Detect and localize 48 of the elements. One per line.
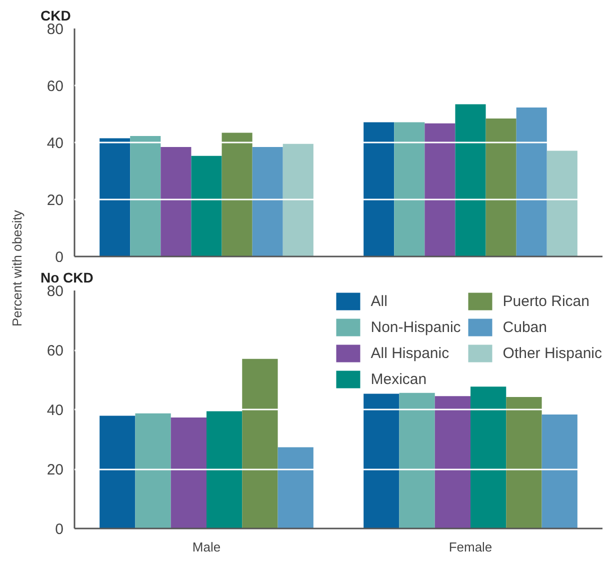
bar — [206, 411, 242, 528]
chart-title: No CKD — [40, 270, 94, 286]
bar — [364, 394, 400, 528]
bar — [455, 104, 486, 256]
bar — [242, 358, 278, 528]
bar — [470, 386, 506, 528]
bar — [516, 107, 547, 256]
bar — [282, 144, 314, 256]
chart-title: CKD — [40, 8, 71, 24]
y-tick-label: 60 — [46, 78, 64, 95]
bar — [222, 132, 252, 256]
bar — [160, 147, 192, 256]
legend-label: Mexican — [370, 370, 427, 390]
bar — [546, 150, 578, 256]
legend-label: Non-Hispanic — [370, 318, 461, 338]
y-tick-label: 0 — [55, 249, 64, 266]
bar — [100, 416, 136, 528]
bar — [100, 138, 130, 256]
y-tick-label: 60 — [46, 342, 64, 360]
y-tick-label: 20 — [46, 192, 64, 209]
bar — [394, 122, 425, 256]
bar — [130, 136, 161, 256]
y-tick-label: 40 — [46, 135, 64, 152]
bar — [506, 397, 542, 528]
x-tick-label: Female — [448, 540, 492, 554]
bar — [135, 413, 171, 528]
bar — [542, 414, 578, 528]
x-tick-label: Male — [192, 540, 221, 554]
y-axis-title: Percent with obesity — [10, 210, 24, 327]
y-tick-label: 40 — [46, 402, 64, 419]
y-tick-label: 80 — [46, 283, 64, 300]
bar — [170, 418, 206, 528]
legend-label: Cuban — [502, 318, 547, 338]
legend-label: Puerto Rican — [502, 292, 590, 312]
y-tick-label: 80 — [46, 21, 64, 38]
y-tick-label: 20 — [46, 462, 64, 478]
bar — [399, 392, 435, 528]
bar — [191, 156, 222, 256]
bar — [424, 123, 456, 256]
y-tick-label: 0 — [55, 521, 64, 538]
bar — [486, 118, 516, 256]
legend-label: All — [370, 292, 388, 312]
bar — [252, 147, 283, 256]
bar — [278, 447, 314, 528]
bar — [364, 122, 394, 256]
legend-label: Other Hispanic — [502, 344, 602, 364]
bar — [434, 396, 470, 528]
legend-label: All Hispanic — [370, 344, 450, 364]
